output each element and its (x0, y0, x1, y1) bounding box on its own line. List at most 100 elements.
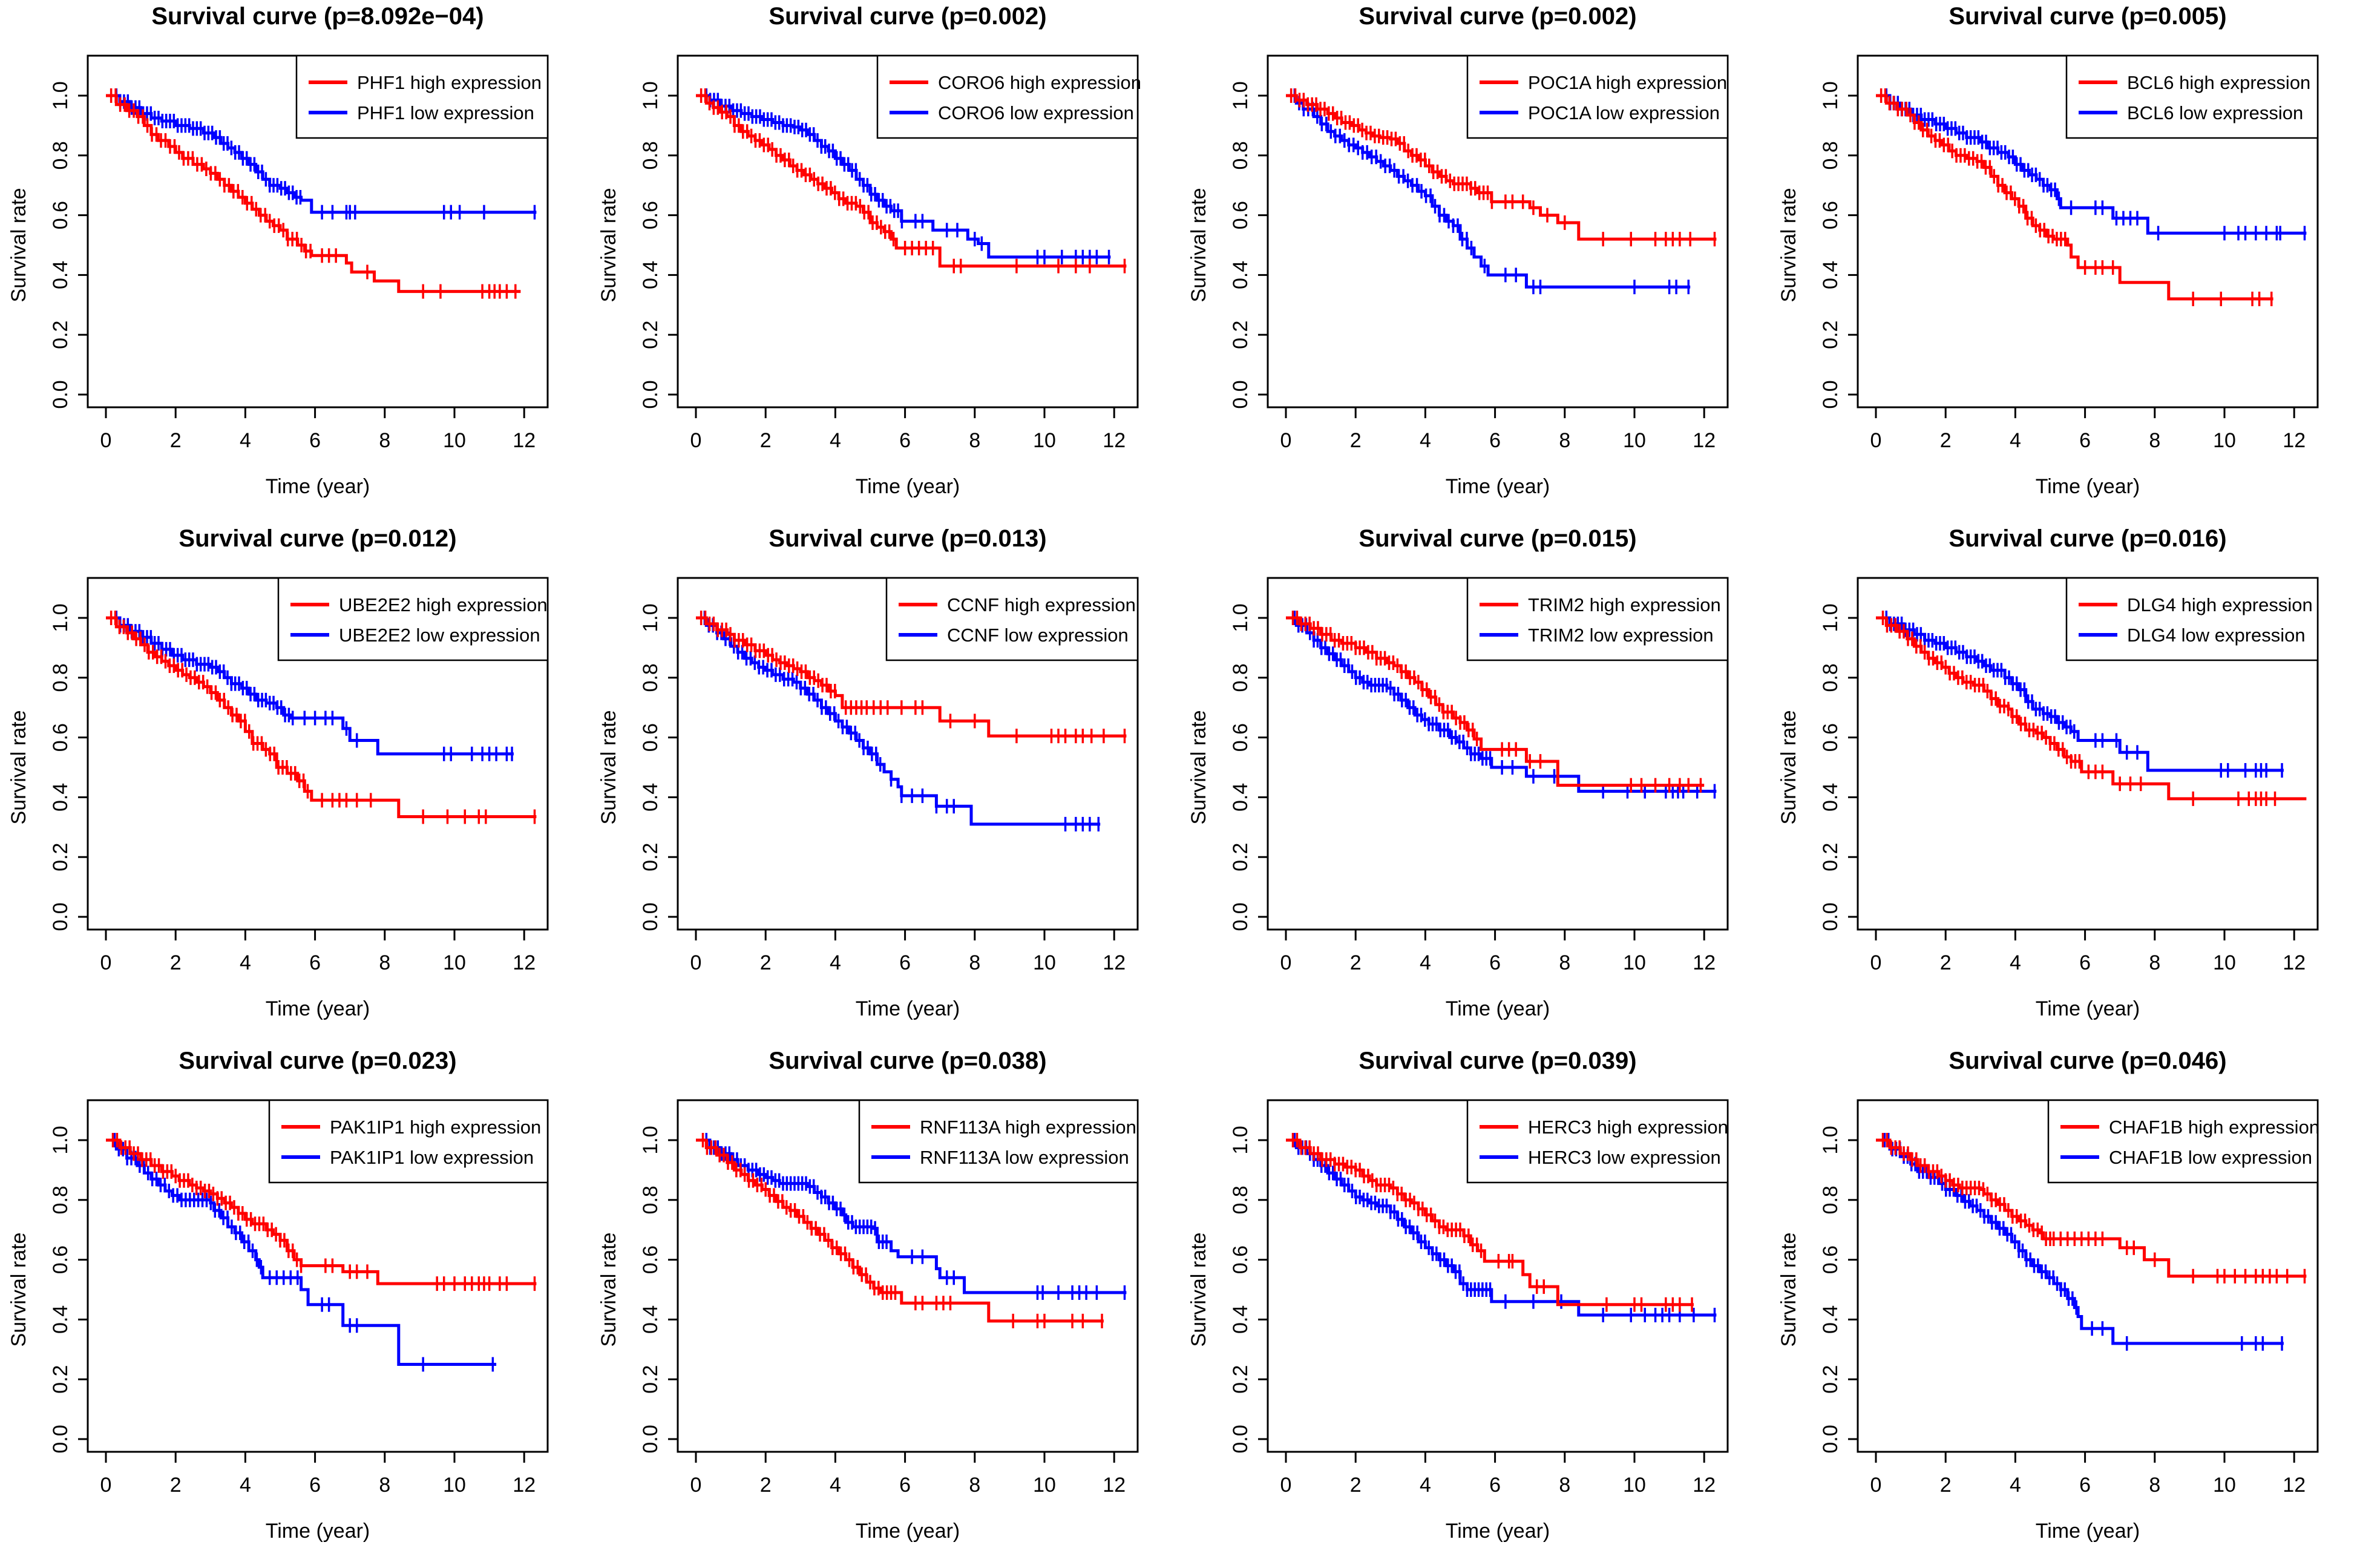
panel-title: Survival curve (p=0.039) (1359, 1048, 1636, 1074)
panel-title: Survival curve (p=0.002) (1359, 3, 1636, 30)
y-tick-label: 0.2 (49, 843, 72, 871)
legend-box (2065, 54, 2319, 139)
legend-label-high: CCNF high expression (947, 594, 1136, 615)
y-axis-label: Survival rate (1777, 1233, 1800, 1347)
y-tick-label: 0.2 (1229, 321, 1252, 349)
legend: PHF1 high expression PHF1 low expression (295, 54, 549, 139)
x-tick-label: 12 (1103, 951, 1126, 974)
censor-marks-high-CCNF (700, 611, 1126, 744)
censor-marks-high-CORO6 (700, 88, 1126, 274)
km-curve-high-PAK1IP1 (106, 1138, 537, 1285)
x-tick-label: 4 (2010, 951, 2021, 974)
x-tick-label: 8 (969, 429, 980, 452)
x-tick-label: 12 (513, 951, 536, 974)
panel-title: Survival curve (p=0.046) (1949, 1048, 2226, 1074)
x-tick-label: 0 (1870, 951, 1882, 974)
x-tick-label: 4 (830, 429, 841, 452)
y-tick-label: 1.0 (639, 603, 662, 632)
y-tick-label: 0.2 (1229, 1365, 1252, 1394)
y-tick-label: 0.6 (639, 201, 662, 229)
legend-box (1466, 1099, 1729, 1184)
legend-label-low: HERC3 low expression (1528, 1147, 1721, 1168)
x-tick-label: 6 (309, 1474, 321, 1497)
legend: CHAF1B high expression CHAF1B low express… (2047, 1099, 2319, 1184)
x-tick-label: 2 (1940, 951, 1952, 974)
x-axis-label: Time (year) (2036, 1520, 2140, 1543)
x-tick-label: 2 (1940, 429, 1952, 452)
x-tick-label: 10 (1033, 951, 1056, 974)
legend-label-low: BCL6 low expression (2127, 102, 2303, 123)
x-tick-label: 10 (443, 1474, 466, 1497)
legend-box (2047, 1099, 2319, 1184)
x-tick-label: 6 (899, 1474, 911, 1497)
y-tick-label: 1.0 (1229, 81, 1252, 110)
legend-label-high: BCL6 high expression (2127, 72, 2310, 93)
x-tick-label: 8 (969, 1474, 980, 1497)
y-tick-label: 0.8 (1819, 141, 1842, 169)
legend-box (295, 54, 549, 139)
panel-title: Survival curve (p=0.005) (1949, 3, 2226, 30)
x-axis-label: Time (year) (856, 997, 960, 1020)
legend-label-high: HERC3 high expression (1528, 1117, 1728, 1138)
y-tick-label: 0.4 (49, 261, 72, 289)
x-axis-label: Time (year) (856, 1520, 960, 1543)
y-tick-label: 0.6 (49, 1245, 72, 1274)
x-tick-label: 4 (830, 951, 841, 974)
legend-label-low: RNF113A low expression (920, 1147, 1129, 1168)
x-tick-label: 10 (1033, 1474, 1056, 1497)
y-tick-label: 0.8 (639, 1186, 662, 1214)
x-tick-label: 8 (1559, 951, 1570, 974)
y-tick-label: 0.6 (1229, 723, 1252, 752)
panel-title: Survival curve (p=0.002) (769, 3, 1046, 30)
x-tick-label: 4 (1420, 951, 1431, 974)
legend-label-low: CHAF1B low expression (2109, 1147, 2312, 1168)
legend-label-low: PAK1IP1 low expression (330, 1147, 534, 1168)
x-tick-label: 4 (1420, 1474, 1431, 1497)
survival-panel-BCL6: Survival curve (p=0.005) 0 2 4 6 8 10 12 Time (y… (1770, 0, 2360, 522)
x-tick-label: 12 (2283, 429, 2306, 452)
legend: HERC3 high expression HERC3 low expressio… (1466, 1099, 1729, 1184)
x-tick-label: 6 (1489, 429, 1501, 452)
y-tick-label: 0.6 (1229, 1245, 1252, 1274)
x-tick-label: 10 (2213, 429, 2236, 452)
survival-panel-TRIM2: Survival curve (p=0.015) 0 2 4 6 8 10 12 Time (y… (1180, 522, 1770, 1045)
y-tick-label: 0.8 (1229, 141, 1252, 169)
x-tick-label: 8 (2149, 951, 2160, 974)
x-axis-label: Time (year) (266, 1520, 370, 1543)
y-tick-label: 1.0 (1819, 603, 1842, 632)
x-tick-label: 4 (240, 951, 251, 974)
censor-marks-high-TRIM2 (1291, 611, 1702, 793)
x-tick-label: 12 (1693, 951, 1716, 974)
y-tick-label: 0.2 (1819, 1365, 1842, 1394)
x-axis-label: Time (year) (2036, 475, 2140, 498)
legend-label-low: POC1A low expression (1528, 102, 1720, 123)
y-tick-label: 0.8 (1229, 663, 1252, 692)
legend-box (1466, 577, 1729, 661)
censor-marks-high-BCL6 (1880, 88, 2273, 306)
survival-panel-PAK1IP1: Survival curve (p=0.023) 0 2 4 6 8 10 12 Time (y… (0, 1045, 590, 1567)
x-tick-label: 0 (690, 951, 702, 974)
y-tick-label: 0.0 (639, 1425, 662, 1453)
x-tick-label: 2 (1350, 1474, 1362, 1497)
survival-panel-CCNF: Survival curve (p=0.013) 0 2 4 6 8 10 12 Time (y… (590, 522, 1180, 1045)
y-tick-label: 0.8 (639, 663, 662, 692)
y-tick-label: 0.4 (1229, 783, 1252, 812)
legend-label-high: CHAF1B high expression (2109, 1117, 2319, 1138)
censor-marks-high-DLG4 (1881, 611, 2276, 806)
y-tick-label: 0.0 (49, 902, 72, 931)
x-tick-label: 4 (240, 1474, 251, 1497)
survival-panel-RNF113A: Survival curve (p=0.038) 0 2 4 6 8 10 12 Time (y… (590, 1045, 1180, 1567)
x-tick-label: 10 (2213, 951, 2236, 974)
legend-box (268, 1099, 549, 1184)
y-tick-label: 1.0 (1229, 1126, 1252, 1154)
censor-marks-low-PHF1 (115, 88, 536, 220)
y-tick-label: 0.0 (1819, 380, 1842, 408)
km-curve-high-CCNF (696, 616, 1127, 738)
legend: CCNF high expression CCNF low expression (885, 577, 1139, 661)
legend-label-high: UBE2E2 high expression (339, 594, 548, 615)
legend: RNF113A high expression RNF113A low expre… (858, 1099, 1139, 1184)
y-tick-label: 1.0 (49, 81, 72, 110)
y-tick-label: 0.4 (1229, 261, 1252, 289)
x-axis-label: Time (year) (1446, 997, 1550, 1020)
x-tick-label: 6 (309, 429, 321, 452)
